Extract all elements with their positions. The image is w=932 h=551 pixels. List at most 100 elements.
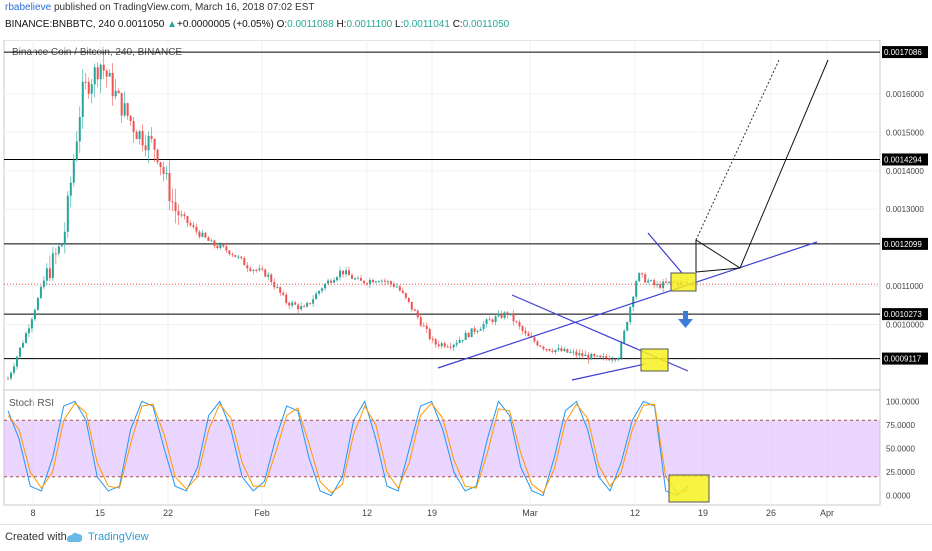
price-level-tag <box>882 237 928 250</box>
candle-body <box>156 149 159 163</box>
low-value: 0.0011041 <box>403 19 450 30</box>
candle-body <box>162 166 165 174</box>
candle-body <box>60 244 63 247</box>
candle-body <box>497 313 500 317</box>
chart-canvas[interactable]: Binance Coin / Bitcoin, 240, BINANCE Sto… <box>0 40 932 524</box>
price-level-label: 0.0017086 <box>884 48 922 57</box>
candle-body <box>282 292 285 295</box>
candle-body <box>99 64 102 80</box>
time-tick-label: 15 <box>95 508 105 518</box>
candle-body <box>629 307 632 323</box>
candle-body <box>297 304 300 310</box>
stoch-rsi-title: Stoch RSI <box>9 398 54 409</box>
highlight-box-current[interactable] <box>670 272 697 292</box>
candle-body <box>177 211 180 216</box>
candle-body <box>425 325 428 329</box>
tradingview-brand[interactable]: TradingView <box>88 531 149 543</box>
candle-body <box>306 302 309 307</box>
candle-body <box>189 222 192 226</box>
candle-body <box>599 355 602 358</box>
candle-body <box>491 319 494 322</box>
candle-body <box>93 67 96 85</box>
candle-body <box>428 328 431 340</box>
candle-body <box>231 254 234 256</box>
ascending-trendline[interactable] <box>437 241 818 369</box>
candle-body <box>449 346 452 348</box>
candle-body <box>395 286 398 288</box>
candle-body <box>102 64 105 71</box>
drawings <box>437 59 829 503</box>
candle-body <box>168 172 171 202</box>
candle-body <box>380 280 383 282</box>
candle-body <box>602 356 605 358</box>
high-value: 0.0011100 <box>346 19 393 30</box>
candle-body <box>410 301 413 310</box>
stoch-tick-label: 75.0000 <box>886 421 915 430</box>
price-candles <box>7 52 694 381</box>
candle-body <box>36 297 39 311</box>
time-tick-label: 8 <box>30 508 35 518</box>
candle-body <box>500 313 503 318</box>
short-resistance-line[interactable] <box>647 232 683 274</box>
candle-body <box>446 346 449 348</box>
candle-body <box>327 280 330 284</box>
candle-body <box>467 332 470 338</box>
candle-body <box>255 269 258 271</box>
arrow-down-icon <box>678 311 693 328</box>
candle-body <box>216 245 219 249</box>
candle-body <box>482 323 485 330</box>
candle-body <box>521 326 524 331</box>
highlight-box-breakout[interactable] <box>640 348 669 372</box>
candle-body <box>557 348 560 350</box>
candle-body <box>572 351 575 353</box>
candle-body <box>554 349 557 353</box>
candle-body <box>171 201 174 203</box>
candle-body <box>279 287 282 293</box>
candle-body <box>389 281 392 284</box>
candle-body <box>270 274 273 283</box>
candle-body <box>147 135 150 151</box>
candle-body <box>309 302 312 304</box>
candle-body <box>377 281 380 283</box>
candle-body <box>333 280 336 283</box>
candle-body <box>608 358 611 361</box>
candle-body <box>234 255 237 258</box>
tradingview-logo-icon[interactable] <box>64 530 84 544</box>
stoch-band-fill <box>4 420 880 477</box>
candle-body <box>656 284 659 286</box>
candle-body <box>18 347 21 357</box>
candle-body <box>21 343 24 348</box>
highlight-box-stoch[interactable] <box>668 474 710 503</box>
time-axis: 8 15 22 Feb 12 19 Mar 12 19 26 Apr <box>30 508 834 518</box>
candle-body <box>12 366 15 373</box>
candle-body <box>261 268 264 270</box>
stoch-rsi-pane: 100.0000 75.0000 50.0000 25.0000 0.0000 <box>4 397 920 501</box>
candle-body <box>324 283 327 289</box>
candle-body <box>623 330 626 343</box>
candle-body <box>374 281 377 283</box>
candle-body <box>362 280 365 284</box>
projection-dotted-path[interactable] <box>695 59 780 241</box>
lower-support-line[interactable] <box>571 363 646 381</box>
candle-body <box>626 322 629 331</box>
candle-body <box>641 273 644 275</box>
candle-body <box>566 348 569 353</box>
candle-body <box>620 342 623 359</box>
candle-body <box>434 339 437 345</box>
price-change: +0.0000005 (+0.05%) <box>177 19 274 30</box>
candle-body <box>650 280 653 282</box>
candle-body <box>575 351 578 356</box>
candle-body <box>518 322 521 327</box>
candle-body <box>440 343 443 347</box>
candle-body <box>476 330 479 332</box>
candle-body <box>300 306 303 310</box>
candle-body <box>243 258 246 266</box>
candle-body <box>174 202 177 212</box>
candle-body <box>111 72 114 97</box>
candle-body <box>42 280 45 288</box>
author-link[interactable]: rbabelieve <box>5 2 52 13</box>
candle-body <box>246 265 249 269</box>
price-level-tag <box>882 308 928 321</box>
footer: Created with TradingView <box>0 524 932 551</box>
candle-body <box>458 339 461 343</box>
